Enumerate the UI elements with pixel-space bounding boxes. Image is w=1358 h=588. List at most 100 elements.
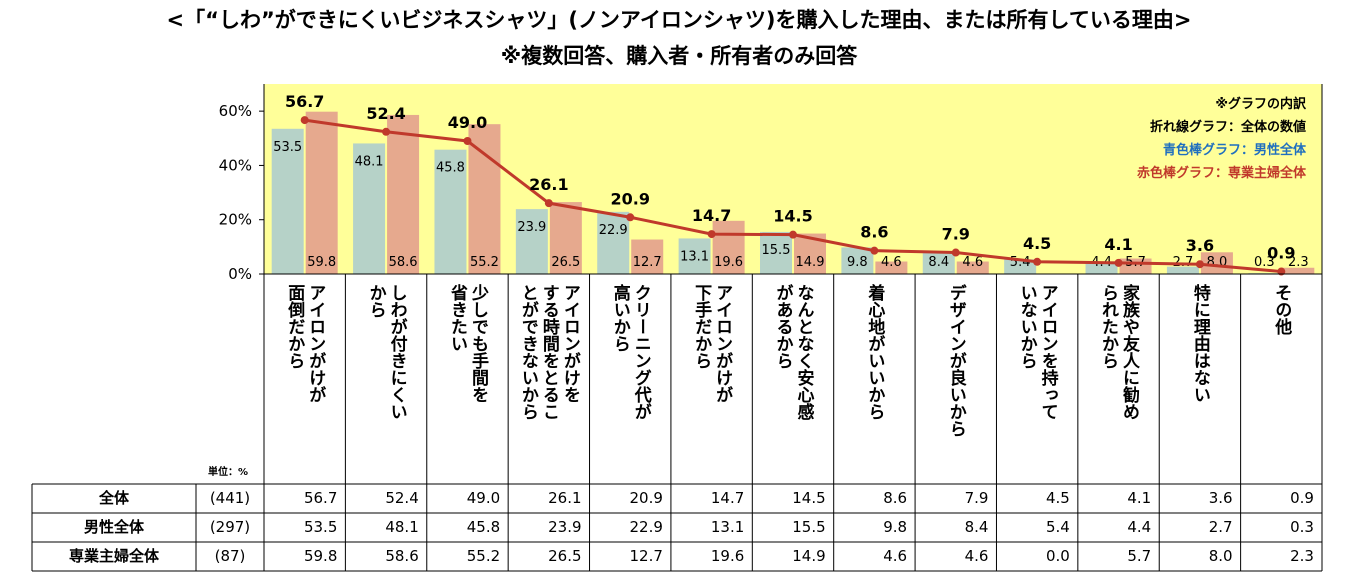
data-label-housewife: 2.3 bbox=[1288, 255, 1309, 270]
data-label-housewife: 4.6 bbox=[962, 255, 983, 270]
line-point bbox=[382, 127, 391, 136]
data-label-male: 9.8 bbox=[847, 255, 868, 270]
table-row-name: 全体 bbox=[98, 489, 129, 507]
bar-housewife bbox=[387, 114, 420, 274]
table-cell: 13.1 bbox=[710, 518, 745, 536]
category-label-line: その他 bbox=[1271, 284, 1292, 335]
category-label: アイロンを持って いないから bbox=[996, 284, 1077, 474]
table-cell: 56.7 bbox=[303, 489, 338, 507]
table-cell: 20.9 bbox=[629, 489, 663, 507]
table-cell: 5.4 bbox=[1045, 518, 1070, 536]
bar-male bbox=[515, 209, 548, 274]
line-point bbox=[789, 230, 797, 239]
data-label-housewife: 26.5 bbox=[551, 255, 580, 270]
chart-subtitle: ※複数回答、購入者・所有者のみ回答 bbox=[500, 44, 858, 68]
category-label-line: 下手だから bbox=[691, 284, 712, 369]
data-label-male: 45.8 bbox=[436, 161, 465, 176]
data-label-male: 22.9 bbox=[599, 223, 628, 238]
category-label-line: アイロンを持って bbox=[1037, 284, 1058, 420]
y-tick-label: 60% bbox=[219, 102, 252, 120]
table-cell: 3.6 bbox=[1208, 489, 1233, 507]
category-label-line: クリーニング代が bbox=[630, 284, 651, 420]
table-cell: 12.7 bbox=[629, 547, 663, 565]
category-label: なんとなく安心感 があるから bbox=[752, 284, 833, 474]
data-label-total: 0.9 bbox=[1267, 244, 1295, 263]
bar-male bbox=[1166, 266, 1199, 274]
category-label-line: なんとなく安心感 bbox=[793, 284, 814, 420]
category-label: 特に理由はない bbox=[1159, 284, 1240, 474]
y-tick-label: 40% bbox=[219, 156, 252, 174]
table-cell: 8.4 bbox=[964, 518, 989, 536]
category-label-line: 少しでも手間を bbox=[467, 284, 488, 403]
chart-title: <「“しわ”ができにくいビジネスシャツ」(ノンアイロンシャツ)を購入した理由、ま… bbox=[166, 8, 1192, 32]
table-cell: 26.1 bbox=[548, 489, 582, 507]
category-label-line: デザインが良いから bbox=[945, 284, 966, 437]
bar-housewife bbox=[1282, 267, 1315, 274]
category-label-line: られたから bbox=[1098, 284, 1119, 369]
table-cell: 2.3 bbox=[1290, 547, 1314, 565]
legend-line-entry: 折れ線グラフ：全体の数値 bbox=[1149, 120, 1306, 135]
bar-male bbox=[760, 231, 792, 274]
data-label-total: 20.9 bbox=[610, 189, 649, 208]
category-label-line: 面倒だから bbox=[284, 284, 305, 369]
line-point bbox=[1033, 257, 1042, 266]
data-label-male: 0.3 bbox=[1254, 255, 1275, 270]
table-cell: 45.8 bbox=[466, 518, 501, 536]
line-point bbox=[870, 246, 879, 255]
bar-male bbox=[353, 143, 386, 274]
table-cell: 23.9 bbox=[548, 518, 582, 536]
category-label: 着心地がいいから bbox=[834, 284, 915, 474]
data-label-housewife: 19.6 bbox=[714, 255, 743, 270]
table-cell: 48.1 bbox=[385, 518, 419, 536]
bar-housewife bbox=[712, 220, 745, 274]
table-cell: 7.9 bbox=[964, 489, 989, 507]
table-cell: 8.0 bbox=[1208, 547, 1233, 565]
table-cell: 0.0 bbox=[1045, 547, 1070, 565]
data-label-total: 4.1 bbox=[1104, 235, 1132, 254]
line-point bbox=[463, 137, 472, 145]
category-label: アイロンがけが 面倒だから bbox=[264, 284, 345, 474]
table-cell: 2.7 bbox=[1208, 518, 1233, 536]
line-point bbox=[1114, 258, 1123, 267]
data-label-housewife: 14.9 bbox=[796, 255, 825, 270]
category-label: アイロンがけが 下手だから bbox=[671, 284, 752, 474]
data-label-housewife: 55.2 bbox=[470, 255, 499, 270]
table-cell: 53.5 bbox=[303, 518, 338, 536]
table-cell: 4.5 bbox=[1045, 489, 1070, 507]
table-cell: 14.7 bbox=[710, 489, 745, 507]
data-label-total: 3.6 bbox=[1186, 236, 1214, 255]
bar-housewife bbox=[631, 239, 664, 274]
data-label-total: 52.4 bbox=[366, 104, 405, 123]
bar-housewife bbox=[875, 261, 908, 274]
table-cell: 26.5 bbox=[548, 547, 582, 565]
data-label-total: 26.1 bbox=[529, 175, 568, 194]
category-label: アイロンがけを する時間をとるこ とができないから bbox=[508, 284, 589, 474]
table-cell: 59.8 bbox=[303, 547, 338, 565]
data-label-male: 8.4 bbox=[928, 255, 949, 270]
bar-housewife bbox=[549, 202, 582, 274]
category-label: 少しでも手間を 省きたい bbox=[427, 284, 508, 474]
data-label-total: 4.5 bbox=[1023, 234, 1051, 253]
category-label-line: 家族や友人に勧め bbox=[1119, 284, 1140, 420]
category-label-line: する時間をとるこ bbox=[538, 284, 559, 420]
table-cell: 22.9 bbox=[629, 518, 663, 536]
category-label-line: 省きたい bbox=[446, 284, 467, 352]
category-label-line: 着心地がいいから bbox=[864, 284, 885, 420]
y-tick-label: 20% bbox=[219, 211, 252, 229]
bar-male bbox=[1004, 259, 1037, 274]
data-label-male: 5.4 bbox=[1010, 255, 1031, 270]
data-label-total: 56.7 bbox=[285, 92, 324, 111]
table-row-name: 男性全体 bbox=[83, 518, 144, 536]
data-label-male: 15.5 bbox=[762, 243, 791, 258]
data-label-total: 8.6 bbox=[860, 223, 888, 242]
data-label-housewife: 58.6 bbox=[389, 255, 418, 270]
bar-male bbox=[597, 211, 630, 274]
category-label: しわが付きにくい から bbox=[345, 284, 426, 474]
table-cell: 52.4 bbox=[385, 489, 419, 507]
bar-male bbox=[1085, 262, 1118, 274]
table-cell: 4.6 bbox=[964, 547, 989, 565]
table-cell: 8.6 bbox=[883, 489, 908, 507]
table-row-count: (87) bbox=[214, 547, 246, 565]
table-row-count: (297) bbox=[209, 518, 251, 536]
